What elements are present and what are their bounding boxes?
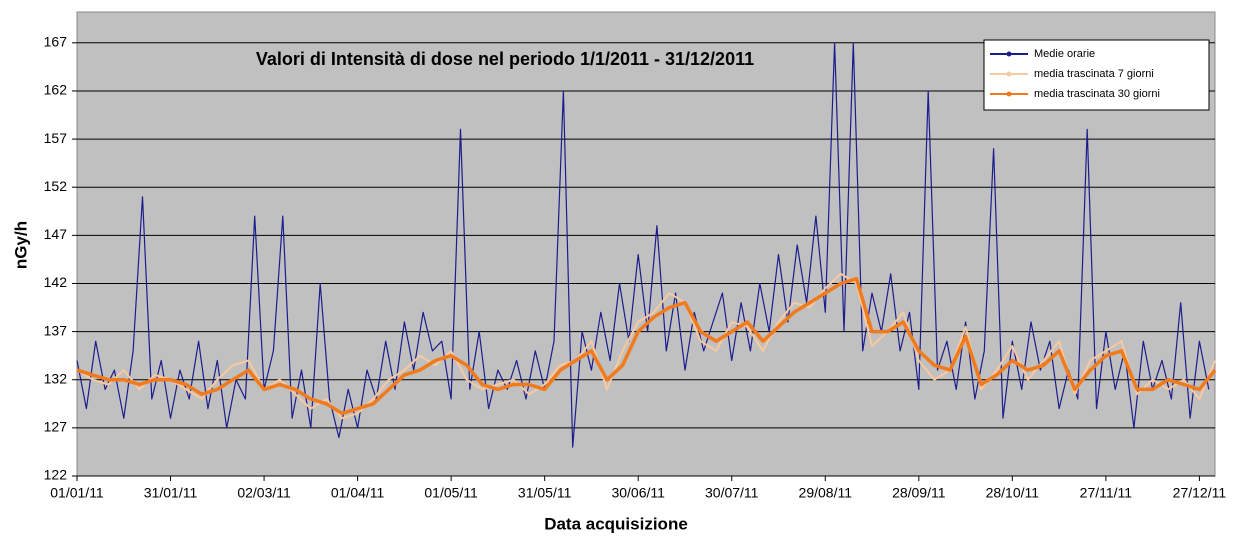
x-tick-label: 30/07/11 — [705, 485, 759, 501]
y-tick-label: 137 — [44, 322, 68, 338]
y-tick-label: 142 — [44, 274, 68, 290]
x-tick-label: 31/01/11 — [144, 485, 198, 501]
series-line — [76, 42, 1210, 448]
legend-marker — [1006, 51, 1012, 57]
y-tick-label: 147 — [44, 226, 68, 242]
y-tick-label: 157 — [44, 130, 68, 146]
x-tick-label: 28/10/11 — [986, 485, 1040, 501]
x-tick-label: 27/12/11 — [1173, 485, 1227, 501]
y-tick-label: 162 — [44, 82, 68, 98]
x-tick-label: 01/01/11 — [50, 485, 104, 501]
y-axis-label: nGy/h — [11, 221, 30, 269]
legend-label: media trascinata 30 giorni — [1034, 88, 1160, 100]
x-tick-label: 28/09/11 — [892, 485, 946, 501]
x-tick-label: 02/03/11 — [237, 485, 291, 501]
legend-marker — [1006, 71, 1012, 77]
legend-label: Medie orarie — [1034, 48, 1095, 60]
x-tick-label: 29/08/11 — [799, 485, 853, 501]
y-tick-label: 127 — [44, 419, 68, 435]
series-line — [76, 276, 1217, 416]
x-tick-label: 27/11/11 — [1080, 485, 1133, 501]
y-tick-label: 132 — [44, 370, 68, 386]
x-tick-label: 30/06/11 — [611, 485, 665, 501]
series — [76, 42, 1217, 448]
y-tick-label: 167 — [44, 34, 68, 50]
chart-title: Valori di Intensità di dose nel periodo … — [256, 49, 754, 69]
y-tick-label: 152 — [44, 178, 68, 194]
x-tick-label: 01/04/11 — [331, 485, 385, 501]
x-axis-label: Data acquisizione — [544, 514, 688, 533]
legend-label: media trascinata 7 giorni — [1034, 68, 1154, 80]
legend: Medie orarie media trascinata 7 giorni med… — [983, 39, 1210, 111]
x-tick-label: 01/05/11 — [424, 485, 478, 501]
x-tick-label: 31/05/11 — [518, 485, 572, 501]
y-tick-label: 122 — [44, 467, 68, 483]
legend-marker — [1006, 91, 1012, 97]
